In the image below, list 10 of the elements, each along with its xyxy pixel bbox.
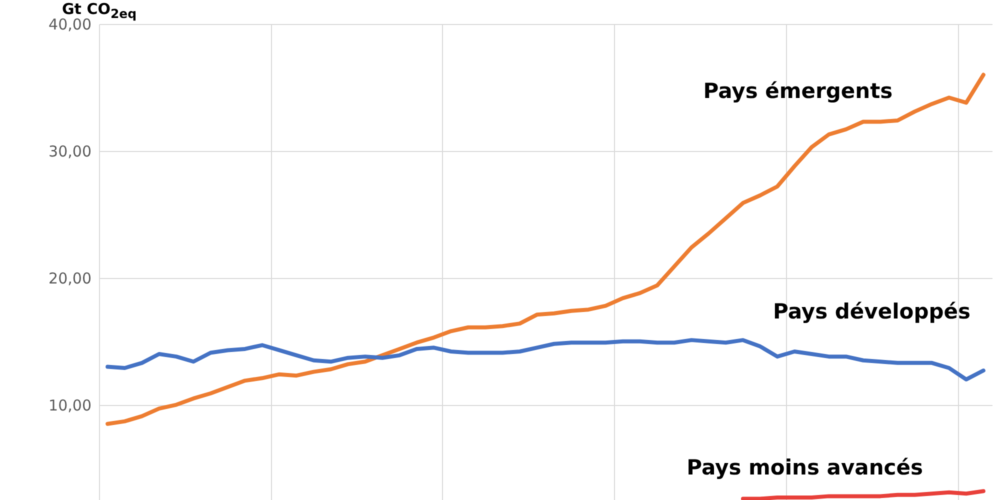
y-tick-label: 40,00 — [48, 16, 92, 34]
line-series — [740, 489, 986, 500]
y-tick-label: 20,00 — [48, 269, 92, 288]
series-label: Pays émergents — [703, 79, 893, 104]
series-label: Pays développés — [773, 299, 971, 324]
y-tick-label: 30,00 — [48, 142, 92, 160]
y-tick-label: 10,00 — [48, 396, 92, 414]
line-series — [106, 338, 986, 382]
series-label: Pays moins avancés — [686, 455, 923, 480]
line-series — [106, 72, 986, 426]
